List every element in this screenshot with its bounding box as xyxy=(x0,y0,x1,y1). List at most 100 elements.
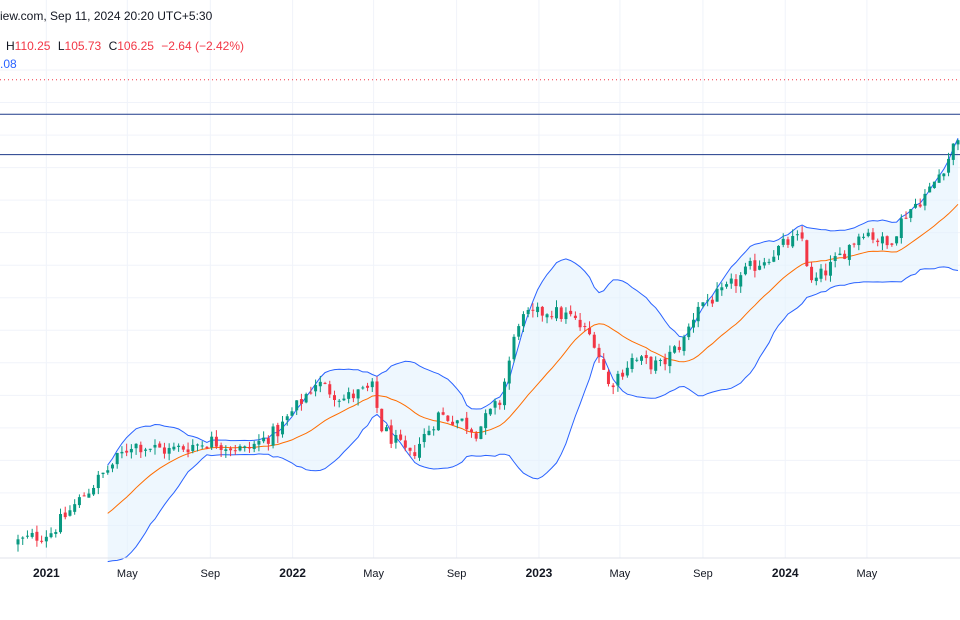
candle[interactable] xyxy=(366,382,370,392)
candle[interactable] xyxy=(110,463,114,473)
candle[interactable] xyxy=(810,261,814,283)
candle[interactable] xyxy=(937,169,941,183)
time-axis[interactable]: 2021 May Sep 2022 May Sep 2023 May Sep 2024 May xyxy=(0,557,960,580)
candle[interactable] xyxy=(304,392,308,404)
candle[interactable] xyxy=(35,525,39,547)
candle[interactable] xyxy=(734,274,738,293)
candle[interactable] xyxy=(460,418,464,422)
candle[interactable] xyxy=(30,528,34,539)
candle[interactable] xyxy=(40,535,44,544)
candle[interactable] xyxy=(205,446,209,450)
candle[interactable] xyxy=(436,411,440,431)
candle[interactable] xyxy=(895,236,899,246)
candle[interactable] xyxy=(743,262,747,276)
candle[interactable] xyxy=(876,238,880,247)
candle[interactable] xyxy=(158,441,162,448)
candle[interactable] xyxy=(691,313,695,333)
candle[interactable] xyxy=(739,272,743,293)
candle[interactable] xyxy=(871,228,875,244)
candle[interactable] xyxy=(517,323,521,341)
candle[interactable] xyxy=(602,353,606,370)
candle[interactable] xyxy=(446,415,450,423)
candle[interactable] xyxy=(125,443,129,457)
candle[interactable] xyxy=(469,427,473,438)
candle[interactable] xyxy=(427,425,431,436)
candle[interactable] xyxy=(526,307,530,318)
candle[interactable] xyxy=(309,386,313,395)
candle[interactable] xyxy=(399,429,403,441)
candle[interactable] xyxy=(413,445,417,459)
horizontal-lines[interactable] xyxy=(0,79,960,156)
candle[interactable] xyxy=(658,358,662,367)
candle[interactable] xyxy=(758,260,762,271)
candle[interactable] xyxy=(904,211,908,220)
candle[interactable] xyxy=(314,379,318,397)
candle[interactable] xyxy=(493,398,497,415)
candle[interactable] xyxy=(229,446,233,457)
candle[interactable] xyxy=(611,383,615,395)
candle[interactable] xyxy=(257,434,261,452)
candle[interactable] xyxy=(540,305,544,322)
candle[interactable] xyxy=(928,182,932,193)
candle[interactable] xyxy=(49,527,53,539)
candle[interactable] xyxy=(172,442,176,451)
candle[interactable] xyxy=(332,390,336,407)
candle[interactable] xyxy=(715,282,719,302)
candle[interactable] xyxy=(101,472,105,479)
candle[interactable] xyxy=(139,441,143,458)
candle[interactable] xyxy=(167,443,171,461)
candle[interactable] xyxy=(857,233,861,251)
candle[interactable] xyxy=(389,419,393,449)
candle[interactable] xyxy=(451,415,455,426)
candle[interactable] xyxy=(276,422,280,444)
candle[interactable] xyxy=(677,340,681,353)
candle[interactable] xyxy=(295,400,299,416)
candle[interactable] xyxy=(370,378,374,393)
candle[interactable] xyxy=(25,530,29,539)
candle[interactable] xyxy=(214,430,218,449)
candle[interactable] xyxy=(68,505,72,517)
candle[interactable] xyxy=(262,431,266,444)
candle[interactable] xyxy=(356,389,360,406)
candle[interactable] xyxy=(177,443,181,452)
candle[interactable] xyxy=(488,408,492,416)
candle[interactable] xyxy=(351,389,355,403)
candle[interactable] xyxy=(432,426,436,436)
candle[interactable] xyxy=(408,447,412,456)
candle[interactable] xyxy=(181,444,185,453)
candle[interactable] xyxy=(866,228,870,238)
candle[interactable] xyxy=(507,356,511,390)
candle[interactable] xyxy=(569,305,573,317)
candle[interactable] xyxy=(134,443,138,455)
candle[interactable] xyxy=(588,321,592,336)
candle[interactable] xyxy=(923,189,927,211)
candle[interactable] xyxy=(153,439,157,455)
candle[interactable] xyxy=(696,302,700,328)
candle[interactable] xyxy=(521,311,525,333)
candle[interactable] xyxy=(219,442,223,458)
candle[interactable] xyxy=(932,181,936,189)
candle[interactable] xyxy=(531,303,535,318)
candle[interactable] xyxy=(578,313,582,331)
candle[interactable] xyxy=(880,232,884,251)
candle[interactable] xyxy=(162,442,166,459)
candle[interactable] xyxy=(403,435,407,452)
candle[interactable] xyxy=(441,407,445,416)
candle[interactable] xyxy=(512,334,516,363)
candle[interactable] xyxy=(635,357,639,363)
candle[interactable] xyxy=(120,446,124,459)
candle[interactable] xyxy=(73,499,77,515)
candle[interactable] xyxy=(725,281,729,289)
candle[interactable] xyxy=(63,506,67,520)
candle[interactable] xyxy=(342,394,346,402)
candle[interactable] xyxy=(323,381,327,385)
candle[interactable] xyxy=(59,508,63,534)
candle[interactable] xyxy=(819,264,823,283)
candle[interactable] xyxy=(597,343,601,363)
candle[interactable] xyxy=(92,484,96,496)
candle[interactable] xyxy=(951,143,955,166)
candle[interactable] xyxy=(243,445,247,452)
candle[interactable] xyxy=(21,536,25,545)
candle[interactable] xyxy=(885,235,889,249)
candle[interactable] xyxy=(616,370,620,392)
